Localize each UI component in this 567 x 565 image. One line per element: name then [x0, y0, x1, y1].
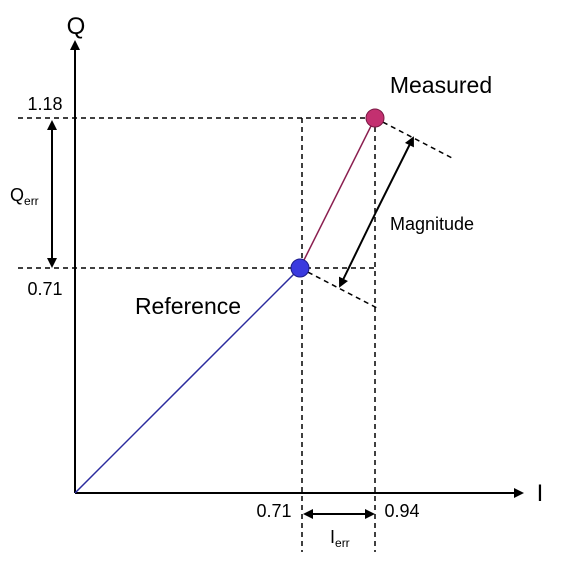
i-error-label: Ierr: [330, 527, 350, 550]
i-error-sub: err: [335, 536, 350, 550]
reference-vector: [74, 267, 301, 494]
measured-point: [365, 108, 385, 128]
guide-line: [374, 117, 453, 159]
magnitude-arrow: [339, 211, 377, 288]
q-error-main: Q: [10, 185, 24, 205]
q-error-label: Qerr: [10, 185, 39, 208]
q-tick-label: 1.18: [27, 94, 62, 114]
magnitude-arrow: [375, 136, 414, 213]
error-vector: [299, 117, 376, 269]
i-tick-label: 0.71: [256, 501, 291, 521]
q-error-sub: err: [24, 194, 39, 208]
guide-line: [299, 267, 378, 309]
x-axis-label: I: [537, 480, 544, 507]
i-tick-label: 0.94: [384, 501, 419, 521]
y-axis-label: Q: [67, 13, 86, 40]
reference-point: [290, 258, 310, 278]
reference-label: Reference: [135, 293, 241, 319]
magnitude-label: Magnitude: [390, 214, 474, 234]
q-tick-label: 0.71: [27, 279, 62, 299]
measured-label: Measured: [390, 72, 492, 98]
i-error-main: I: [330, 527, 335, 547]
